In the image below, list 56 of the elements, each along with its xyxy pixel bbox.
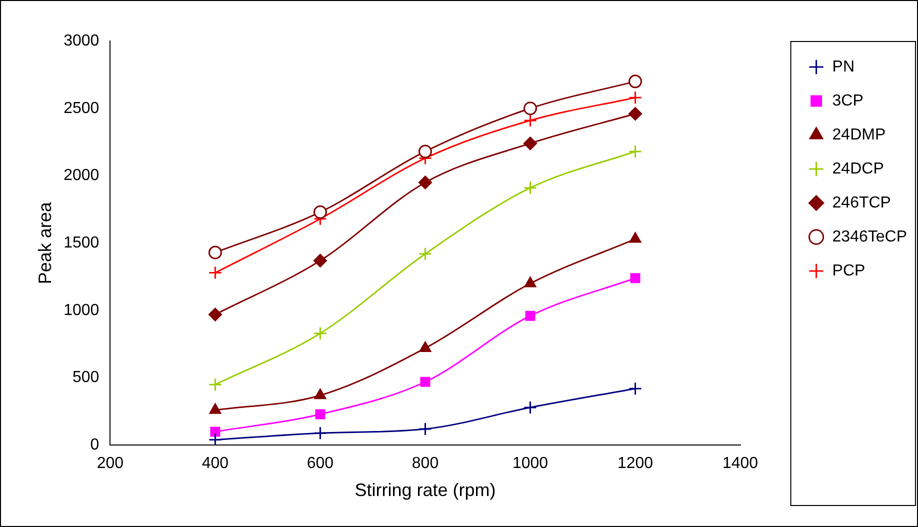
x-tick-label: 1000 <box>512 455 548 472</box>
x-tick-label: 400 <box>202 455 229 472</box>
x-axis-title: Stirring rate (rpm) <box>354 480 496 500</box>
point <box>420 376 430 387</box>
y-tick-label: 1000 <box>64 302 100 319</box>
legend-label: 2346TeCP <box>832 228 907 246</box>
point <box>418 144 432 158</box>
point <box>628 90 642 104</box>
point <box>313 326 327 340</box>
point <box>208 378 222 392</box>
point <box>418 247 432 261</box>
y-tick-label: 2500 <box>64 100 100 117</box>
point <box>208 266 222 280</box>
point <box>208 433 222 446</box>
point <box>418 422 432 436</box>
point <box>525 310 536 321</box>
point <box>628 107 642 121</box>
point <box>313 426 327 440</box>
point <box>315 409 326 420</box>
legend-label: PN <box>832 58 855 76</box>
y-tick-label: 3000 <box>64 32 100 50</box>
point <box>208 308 222 322</box>
y-tick-label: 1500 <box>64 234 100 252</box>
point <box>524 114 537 128</box>
point <box>524 276 536 288</box>
y-tick-label: 2000 <box>64 167 100 184</box>
y-axis-title: Peak area <box>34 201 55 284</box>
y-tick-label: 0 <box>90 436 100 454</box>
point <box>628 382 642 396</box>
x-tick-label: 1200 <box>617 455 654 472</box>
legend-label: 246TCP <box>832 194 891 212</box>
point <box>629 232 642 243</box>
point <box>314 388 326 400</box>
y-tick-label: 500 <box>72 369 100 386</box>
x-tick-label: 1400 <box>722 455 758 472</box>
point <box>628 144 642 158</box>
point <box>524 136 537 150</box>
point <box>630 273 640 284</box>
point <box>210 426 220 437</box>
point <box>419 341 432 352</box>
point <box>524 102 537 116</box>
point <box>313 205 327 219</box>
legend-label: PCP <box>832 262 866 280</box>
point <box>313 254 327 268</box>
legend-label: 24DCP <box>832 160 884 178</box>
point <box>208 246 222 260</box>
point <box>524 400 537 414</box>
point <box>524 181 537 195</box>
legend-label: 3CP <box>832 92 864 110</box>
x-tick-label: 200 <box>96 455 124 472</box>
legend-label: 24DMP <box>832 126 886 144</box>
x-tick-label: 800 <box>412 455 439 472</box>
point <box>418 176 432 190</box>
point <box>209 403 222 414</box>
x-tick-label: 600 <box>306 455 334 472</box>
point <box>628 74 642 88</box>
